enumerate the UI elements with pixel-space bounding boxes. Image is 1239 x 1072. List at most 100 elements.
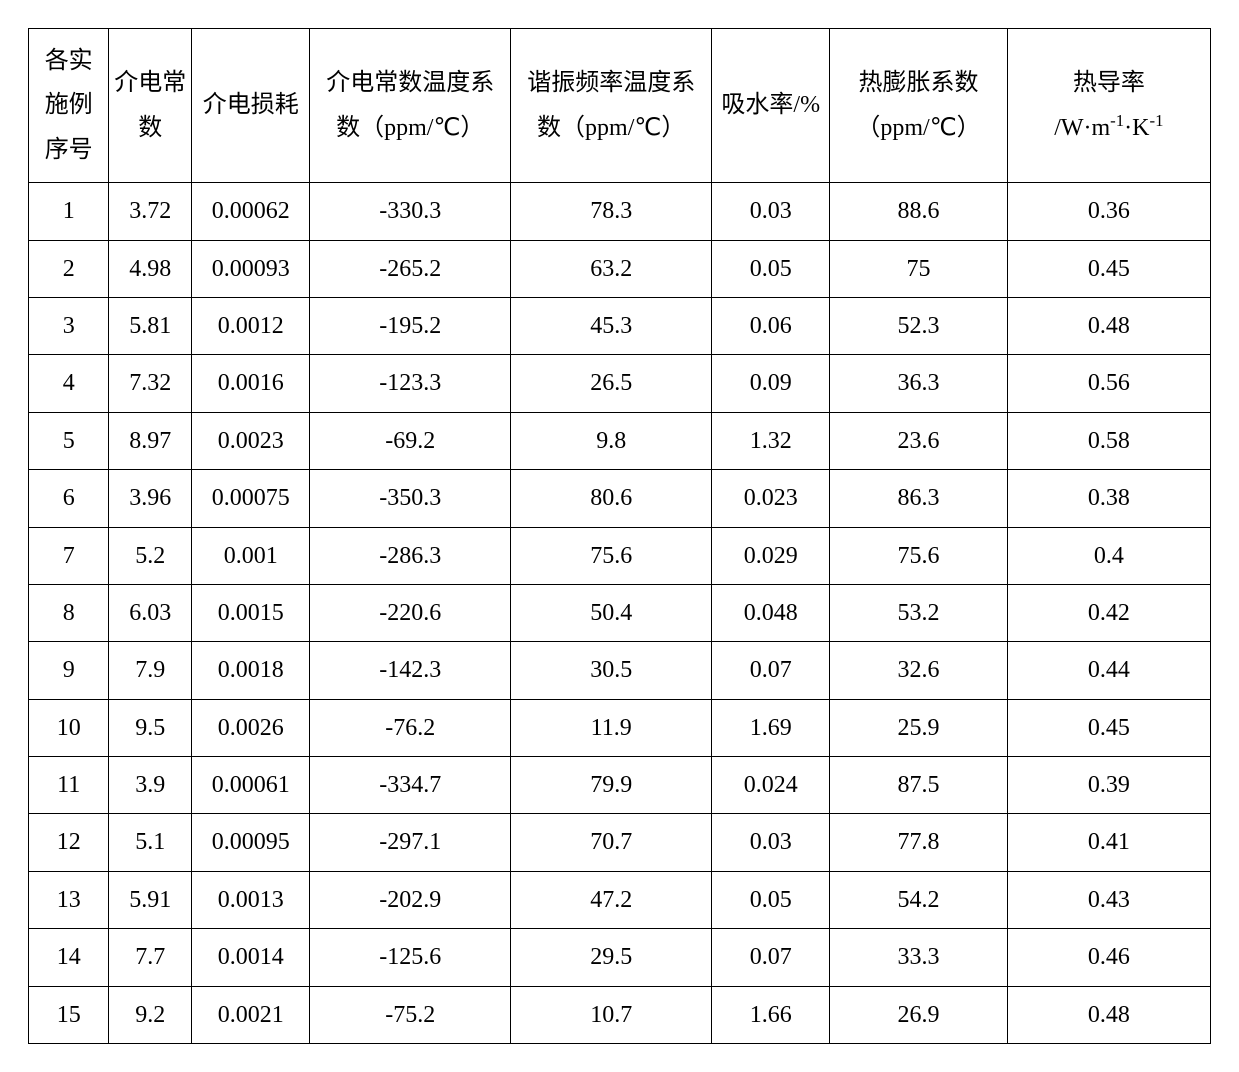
table-cell: 0.06	[712, 297, 830, 354]
table-cell: 0.0026	[192, 699, 310, 756]
table-cell: -350.3	[310, 470, 511, 527]
table-cell: 0.024	[712, 757, 830, 814]
table-cell: 8	[29, 584, 109, 641]
table-row: 58.970.0023-69.29.81.3223.60.58	[29, 412, 1211, 469]
table-cell: 2	[29, 240, 109, 297]
table-cell: 0.36	[1007, 183, 1210, 240]
table-cell: 7	[29, 527, 109, 584]
table-cell: 11.9	[511, 699, 712, 756]
table-cell: 0.39	[1007, 757, 1210, 814]
table-cell: -334.7	[310, 757, 511, 814]
table-cell: 0.0015	[192, 584, 310, 641]
table-row: 147.70.0014-125.629.50.0733.30.46	[29, 929, 1211, 986]
table-row: 47.320.0016-123.326.50.0936.30.56	[29, 355, 1211, 412]
col-temp-coef-resonant: 谐振频率温度系数（ppm/℃）	[511, 29, 712, 183]
table-cell: 29.5	[511, 929, 712, 986]
header-row: 各实施例序号 介电常数 介电损耗 介电常数温度系数（ppm/℃） 谐振频率温度系…	[29, 29, 1211, 183]
table-cell: 0.023	[712, 470, 830, 527]
table-cell: 0.45	[1007, 699, 1210, 756]
table-cell: 0.0021	[192, 986, 310, 1043]
table-cell: 9.8	[511, 412, 712, 469]
table-cell: 32.6	[830, 642, 1007, 699]
table-row: 13.720.00062-330.378.30.0388.60.36	[29, 183, 1211, 240]
table-cell: 5.91	[109, 871, 192, 928]
col-thermal-conductivity: 热导率/W·m-1·K-1	[1007, 29, 1210, 183]
table-cell: 9	[29, 642, 109, 699]
table-cell: 0.001	[192, 527, 310, 584]
table-cell: -286.3	[310, 527, 511, 584]
table-cell: 0.05	[712, 871, 830, 928]
table-cell: 0.029	[712, 527, 830, 584]
table-cell: 8.97	[109, 412, 192, 469]
table-cell: 0.41	[1007, 814, 1210, 871]
table-cell: -123.3	[310, 355, 511, 412]
table-cell: 3.72	[109, 183, 192, 240]
table-row: 97.90.0018-142.330.50.0732.60.44	[29, 642, 1211, 699]
table-cell: 0.0018	[192, 642, 310, 699]
table-cell: 87.5	[830, 757, 1007, 814]
table-cell: 7.32	[109, 355, 192, 412]
table-row: 75.20.001-286.375.60.02975.60.4	[29, 527, 1211, 584]
table-cell: 63.2	[511, 240, 712, 297]
table-cell: 1.66	[712, 986, 830, 1043]
table-cell: 26.9	[830, 986, 1007, 1043]
table-cell: 80.6	[511, 470, 712, 527]
table-cell: 13	[29, 871, 109, 928]
table-cell: 0.00061	[192, 757, 310, 814]
table-cell: 7.7	[109, 929, 192, 986]
data-table: 各实施例序号 介电常数 介电损耗 介电常数温度系数（ppm/℃） 谐振频率温度系…	[28, 28, 1211, 1044]
table-cell: 47.2	[511, 871, 712, 928]
table-cell: 0.0013	[192, 871, 310, 928]
table-cell: 3	[29, 297, 109, 354]
table-cell: 0.00062	[192, 183, 310, 240]
table-cell: 53.2	[830, 584, 1007, 641]
table-cell: -330.3	[310, 183, 511, 240]
table-cell: -76.2	[310, 699, 511, 756]
table-cell: 0.07	[712, 929, 830, 986]
table-cell: 0.4	[1007, 527, 1210, 584]
table-cell: 0.07	[712, 642, 830, 699]
table-cell: 0.00093	[192, 240, 310, 297]
table-cell: 30.5	[511, 642, 712, 699]
table-cell: 36.3	[830, 355, 1007, 412]
table-cell: 11	[29, 757, 109, 814]
table-cell: 9.5	[109, 699, 192, 756]
table-cell: 3.96	[109, 470, 192, 527]
table-cell: 50.4	[511, 584, 712, 641]
table-cell: 75.6	[511, 527, 712, 584]
table-cell: 1	[29, 183, 109, 240]
table-cell: 52.3	[830, 297, 1007, 354]
table-cell: 88.6	[830, 183, 1007, 240]
table-cell: -195.2	[310, 297, 511, 354]
table-cell: 0.56	[1007, 355, 1210, 412]
table-row: 86.030.0015-220.650.40.04853.20.42	[29, 584, 1211, 641]
table-cell: 0.03	[712, 814, 830, 871]
table-cell: 75.6	[830, 527, 1007, 584]
table-cell: 0.0016	[192, 355, 310, 412]
table-cell: 12	[29, 814, 109, 871]
table-cell: 0.38	[1007, 470, 1210, 527]
col-dielectric-constant: 介电常数	[109, 29, 192, 183]
table-row: 35.810.0012-195.245.30.0652.30.48	[29, 297, 1211, 354]
table-cell: -142.3	[310, 642, 511, 699]
col-water-absorption: 吸水率/%	[712, 29, 830, 183]
table-cell: 0.00095	[192, 814, 310, 871]
table-cell: 1.69	[712, 699, 830, 756]
table-header: 各实施例序号 介电常数 介电损耗 介电常数温度系数（ppm/℃） 谐振频率温度系…	[29, 29, 1211, 183]
table-cell: 0.43	[1007, 871, 1210, 928]
table-cell: 4	[29, 355, 109, 412]
table-cell: 33.3	[830, 929, 1007, 986]
table-cell: 0.048	[712, 584, 830, 641]
table-cell: 0.05	[712, 240, 830, 297]
table-row: 24.980.00093-265.263.20.05750.45	[29, 240, 1211, 297]
table-cell: 5.81	[109, 297, 192, 354]
table-row: 125.10.00095-297.170.70.0377.80.41	[29, 814, 1211, 871]
table-cell: 15	[29, 986, 109, 1043]
table-cell: 0.42	[1007, 584, 1210, 641]
table-cell: -220.6	[310, 584, 511, 641]
table-cell: -202.9	[310, 871, 511, 928]
table-cell: 0.0023	[192, 412, 310, 469]
table-cell: 10	[29, 699, 109, 756]
table-cell: 75	[830, 240, 1007, 297]
col-dielectric-loss: 介电损耗	[192, 29, 310, 183]
